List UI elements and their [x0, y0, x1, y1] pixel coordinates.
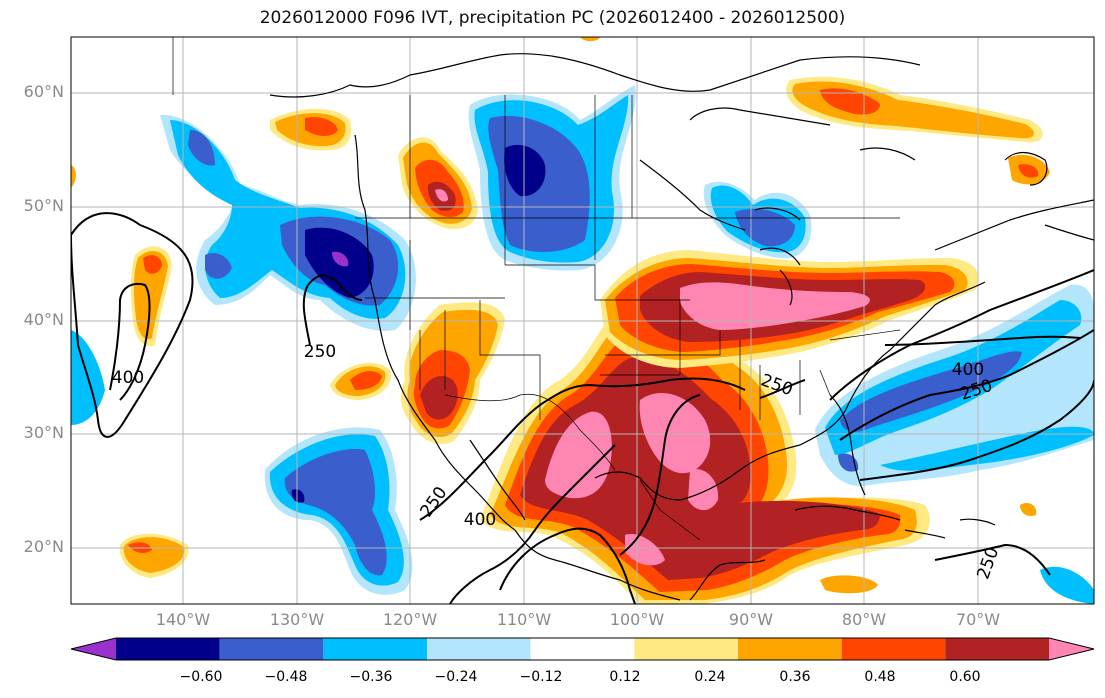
anomaly-top-tick: [580, 37, 600, 42]
colorbar-tick-label: 0.36: [779, 669, 811, 685]
anomaly-pacific-mid-red: [350, 371, 382, 390]
colorbar-tick-label: −0.24: [434, 669, 478, 685]
anomaly-edge-left: [71, 165, 76, 188]
lon-label-70w: 70°W: [955, 610, 1001, 629]
colorbar: [70, 637, 1095, 661]
coastlines: [269, 53, 1094, 601]
anomaly-caribbean-east: [1020, 503, 1037, 516]
anomaly-alberta-pink: [435, 189, 448, 202]
positive-anomaly-regions: [71, 37, 1050, 604]
anomaly-ne-canada-red: [820, 88, 880, 115]
colorbar-segment: [323, 638, 427, 660]
colorbar-segment: [71, 638, 116, 660]
lat-label-20n: 20°N: [23, 537, 64, 556]
ivt-contours: [71, 212, 1094, 604]
colorbar-tick-label: −0.12: [519, 669, 563, 685]
lon-label-140w: 140°W: [155, 610, 211, 629]
contour-label: 250: [304, 342, 336, 362]
colorbar-tick-label: −0.60: [179, 669, 223, 685]
colorbar-tick-label: 0.12: [609, 669, 641, 685]
contour-label: 400: [464, 510, 496, 530]
colorbar-segment: [219, 638, 324, 660]
anomaly-bottom-right: [1040, 566, 1094, 604]
negative-anomaly-regions: [71, 85, 1094, 604]
political-borders: [172, 37, 901, 541]
colorbar-segment: [634, 638, 738, 660]
map-frame: [70, 36, 1095, 605]
colorbar-tick-label: −0.36: [349, 669, 393, 685]
anomaly-nw-pacific-purple: [332, 251, 349, 267]
lon-label-130w: 130°W: [269, 610, 325, 629]
colorbar-segment: [116, 638, 220, 660]
anomaly-ne-canada-east-red: [1018, 164, 1039, 178]
colorbar-tick-label: 0.24: [694, 669, 726, 685]
anomaly-canada-prairie-navy: [504, 144, 546, 197]
colorbar-segment: [427, 638, 531, 660]
anomaly-pacific-west-red: [143, 255, 162, 274]
lon-label-90w: 90°W: [728, 610, 774, 629]
lat-label-40n: 40°N: [23, 310, 64, 329]
colorbar-segment: [841, 638, 946, 660]
anomaly-subtropical-pacific-navy: [291, 489, 305, 503]
anomaly-atlantic-plume-blue: [838, 351, 1022, 472]
lat-label-60n: 60°N: [23, 82, 64, 101]
colorbar-tick-label: −0.48: [264, 669, 308, 685]
colorbar-segment: [945, 638, 1049, 660]
lon-label-80w: 80°W: [841, 610, 887, 629]
colorbar-outline: [70, 637, 1095, 661]
lat-label-30n: 30°N: [23, 423, 64, 442]
colorbar-segment: [1049, 638, 1094, 660]
anomaly-pacific-west-orange: [133, 251, 168, 340]
anomaly-bc-coast-red: [305, 117, 338, 136]
contour-label: 400: [952, 360, 984, 380]
anomaly-mexico-gulf-pink-b: [639, 392, 719, 511]
lon-label-110w: 110°W: [496, 610, 552, 629]
anomaly-mexico-gulf-pink-a: [545, 411, 612, 499]
anomaly-southwest-darkred: [420, 375, 458, 420]
colorbar-tick-label: 0.60: [949, 669, 981, 685]
lon-label-120w: 120°W: [382, 610, 438, 629]
lon-label-100w: 100°W: [609, 610, 665, 629]
lat-label-50n: 50°N: [23, 196, 64, 215]
map-title: 2026012000 F096 IVT, precipitation PC (2…: [259, 8, 846, 28]
anomaly-midwest-band-pink: [680, 282, 870, 330]
colorbar-tick-label: 0.48: [864, 669, 896, 685]
colorbar-segment: [738, 638, 842, 660]
colorbar-segment: [530, 638, 635, 660]
contour-label: 400: [112, 368, 144, 388]
anomaly-subtropical-pacific-blue: [284, 449, 387, 576]
anomaly-mexico-gulf-darkred: [520, 357, 880, 580]
